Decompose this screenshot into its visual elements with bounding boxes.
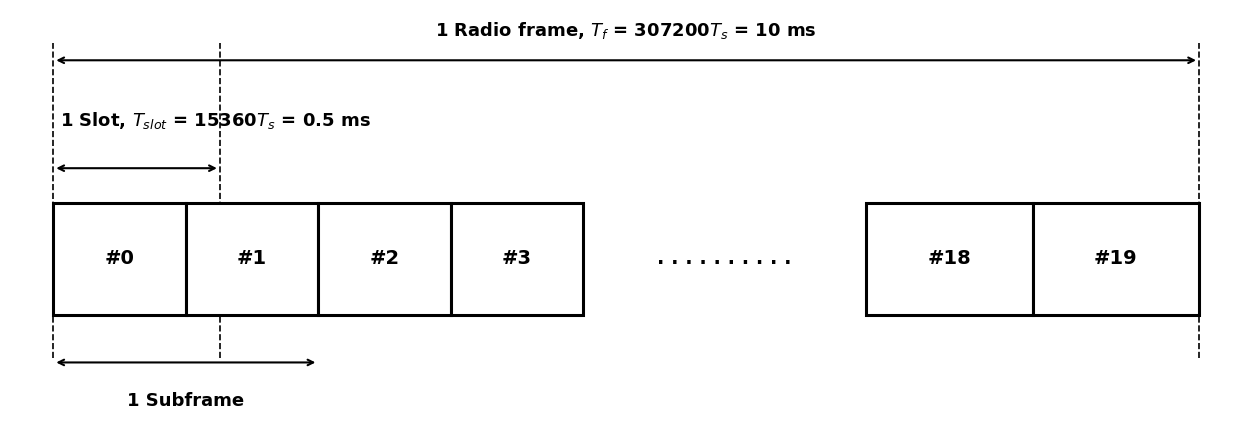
Text: #3: #3 xyxy=(502,249,532,268)
Bar xyxy=(186,203,319,315)
Text: 1 Radio frame, $T_f$ = 307200$T_s$ = 10 ms: 1 Radio frame, $T_f$ = 307200$T_s$ = 10 … xyxy=(435,19,817,40)
Bar xyxy=(450,203,583,315)
Text: . . . . . . . . . .: . . . . . . . . . . xyxy=(657,249,792,268)
Bar xyxy=(53,203,186,315)
Text: #1: #1 xyxy=(237,249,267,268)
Text: #2: #2 xyxy=(370,249,399,268)
Text: #18: #18 xyxy=(928,249,971,268)
Text: #19: #19 xyxy=(1094,249,1137,268)
Text: 1 Subframe: 1 Subframe xyxy=(128,392,244,410)
Text: 1 Slot, $T_{slot}$ = 15360$T_s$ = 0.5 ms: 1 Slot, $T_{slot}$ = 15360$T_s$ = 0.5 ms xyxy=(60,110,371,131)
Text: #0: #0 xyxy=(104,249,135,268)
Bar xyxy=(867,203,1033,315)
Bar xyxy=(319,203,450,315)
Bar xyxy=(1033,203,1199,315)
